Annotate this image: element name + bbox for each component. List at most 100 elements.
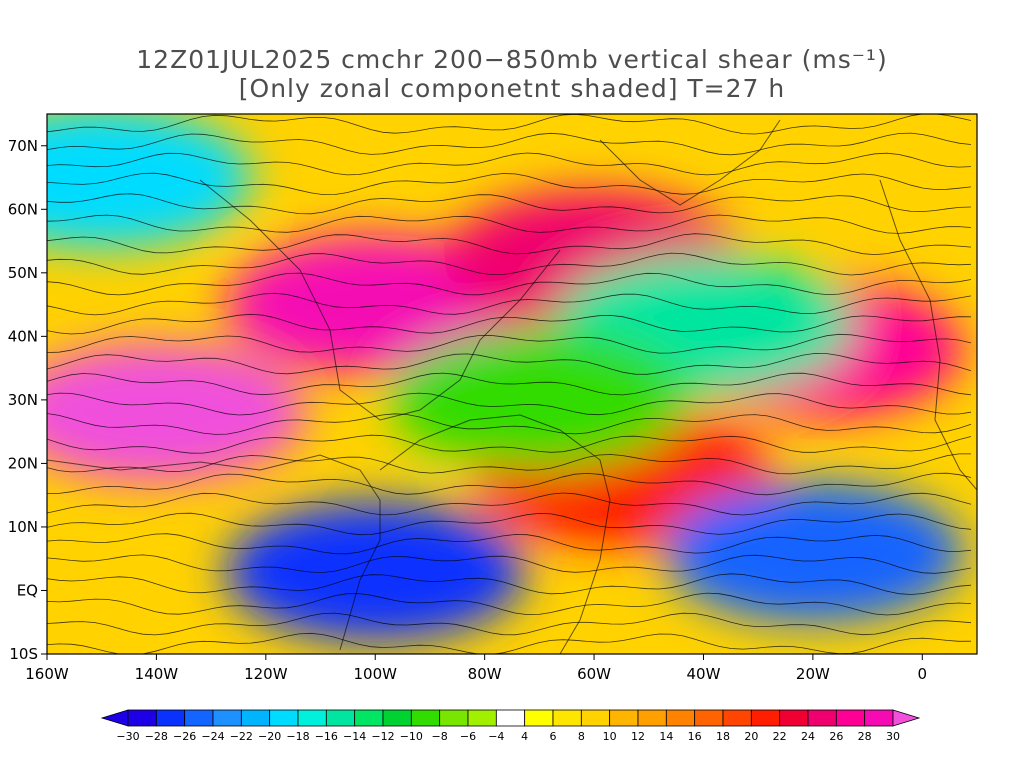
coastline-2 bbox=[199, 179, 561, 421]
streamline-14 bbox=[47, 392, 972, 416]
colorbar-swatch-2 bbox=[184, 709, 214, 727]
colorbar-swatch-14 bbox=[524, 709, 554, 727]
colorbar-label: 10 bbox=[603, 730, 617, 743]
streamline-19 bbox=[47, 492, 972, 516]
colorbar-swatch-22 bbox=[750, 709, 781, 727]
map-frame bbox=[46, 113, 978, 655]
lat-tick-label: 10N bbox=[8, 518, 38, 536]
colorbar-swatch-1 bbox=[155, 709, 186, 727]
colorbar-label: 28 bbox=[858, 730, 872, 743]
coastline-1 bbox=[379, 414, 611, 654]
chart-title-line-2: [Only zonal componetnt shaded] T=27 h bbox=[238, 74, 786, 103]
streamline-15 bbox=[47, 413, 972, 435]
colorbar-label: −14 bbox=[343, 730, 366, 743]
lat-tick-label: 40N bbox=[8, 327, 38, 345]
colorbar-label: 12 bbox=[631, 730, 645, 743]
colorbar-label: 20 bbox=[744, 730, 758, 743]
colorbar-label: −6 bbox=[460, 730, 476, 743]
colorbar-swatch-7 bbox=[325, 709, 356, 727]
lat-tick-label: 70N bbox=[8, 137, 38, 155]
streamline-24 bbox=[47, 592, 972, 616]
colorbar-swatch-0 bbox=[127, 709, 157, 727]
streamline-25 bbox=[47, 612, 972, 636]
colorbar-label: −30 bbox=[116, 730, 139, 743]
colorbar-swatch-19 bbox=[665, 709, 696, 727]
colorbar-swatch-13 bbox=[495, 709, 526, 727]
streamline-26 bbox=[47, 632, 972, 654]
colorbar-label: −16 bbox=[315, 730, 338, 743]
colorbar-label: −8 bbox=[432, 730, 448, 743]
colorbar-swatch-10 bbox=[410, 709, 441, 727]
colorbar-label: −22 bbox=[230, 730, 253, 743]
streamlines bbox=[47, 114, 972, 654]
lon-tick-label: 40W bbox=[687, 665, 721, 683]
coastlines bbox=[47, 119, 977, 654]
lon-tick-label: 60W bbox=[577, 665, 611, 683]
colorbar-swatch-26 bbox=[864, 709, 894, 727]
colorbar-label: 14 bbox=[659, 730, 673, 743]
streamline-8 bbox=[47, 272, 972, 296]
streamline-9 bbox=[47, 292, 972, 316]
streamline-18 bbox=[47, 472, 972, 496]
colorbar-label: −26 bbox=[173, 730, 196, 743]
chart-title-line-1: 12Z01JUL2025 cmchr 200−850mb vertical sh… bbox=[136, 45, 888, 74]
streamline-22 bbox=[47, 554, 972, 574]
colorbar-label: −28 bbox=[145, 730, 168, 743]
lat-tick-label: 10S bbox=[9, 645, 38, 663]
colorbar-label: −12 bbox=[371, 730, 394, 743]
streamline-1 bbox=[47, 132, 972, 156]
colorbar-swatch-4 bbox=[240, 709, 271, 727]
streamline-11 bbox=[47, 333, 972, 354]
streamline-2 bbox=[47, 152, 972, 176]
colorbar-label: −20 bbox=[258, 730, 281, 743]
streamline-21 bbox=[47, 533, 972, 555]
colorbar-label: −10 bbox=[400, 730, 423, 743]
colorbar-swatch-21 bbox=[722, 709, 752, 727]
streamline-5 bbox=[47, 214, 972, 234]
colorbar-swatch-3 bbox=[212, 709, 242, 727]
lon-tick-label: 80W bbox=[468, 665, 502, 683]
lon-tick-label: 0 bbox=[918, 665, 928, 683]
lon-tick-label: 100W bbox=[354, 665, 398, 683]
colorbar-label: 18 bbox=[716, 730, 730, 743]
colorbar-swatch-20 bbox=[694, 709, 724, 727]
colorbar-swatch-9 bbox=[382, 709, 412, 727]
colorbar-low-arrow bbox=[100, 709, 129, 727]
colorbar-swatch-18 bbox=[637, 709, 667, 727]
streamline-7 bbox=[47, 252, 972, 276]
streamline-10 bbox=[47, 313, 972, 335]
lon-tick-label: 20W bbox=[796, 665, 830, 683]
streamline-23 bbox=[47, 573, 972, 595]
lat-tick-label: 20N bbox=[8, 454, 38, 472]
coastline-4 bbox=[879, 179, 977, 491]
longitude-axis: 160W 140W 120W 100W 80W 60W 40W 20W 0 bbox=[25, 654, 927, 683]
colorbar-high-arrow bbox=[892, 709, 921, 727]
streamline-6 bbox=[47, 233, 972, 256]
streamline-20 bbox=[47, 512, 972, 536]
colorbar-label: 16 bbox=[688, 730, 702, 743]
colorbar-swatch-5 bbox=[269, 709, 299, 727]
streamline-17 bbox=[47, 453, 971, 475]
lat-tick-label: 60N bbox=[8, 200, 38, 218]
colorbar-label: 22 bbox=[773, 730, 787, 743]
colorbar-label: 30 bbox=[886, 730, 900, 743]
streamline-4 bbox=[47, 193, 972, 215]
lon-tick-label: 140W bbox=[135, 665, 179, 683]
lat-tick-label: 50N bbox=[8, 264, 38, 282]
streamline-0 bbox=[47, 114, 972, 135]
streamline-13 bbox=[47, 372, 972, 396]
lon-tick-label: 120W bbox=[244, 665, 288, 683]
streamline-16 bbox=[47, 434, 972, 454]
colorbar-label: −18 bbox=[286, 730, 309, 743]
colorbar-swatch-15 bbox=[552, 709, 582, 727]
colorbar-swatch-25 bbox=[835, 709, 866, 727]
colorbar-label: 4 bbox=[521, 730, 528, 743]
streamline-3 bbox=[47, 172, 972, 196]
streamline-12 bbox=[47, 352, 972, 375]
latitude-axis: 10S EQ 10N 20N 30N 40N 50N 60N 70N bbox=[8, 137, 47, 663]
shear-region-5 bbox=[225, 501, 526, 642]
colorbar-swatch-12 bbox=[467, 709, 497, 727]
colorbar-label: 8 bbox=[578, 730, 585, 743]
colorbar-swatch-17 bbox=[609, 709, 639, 727]
